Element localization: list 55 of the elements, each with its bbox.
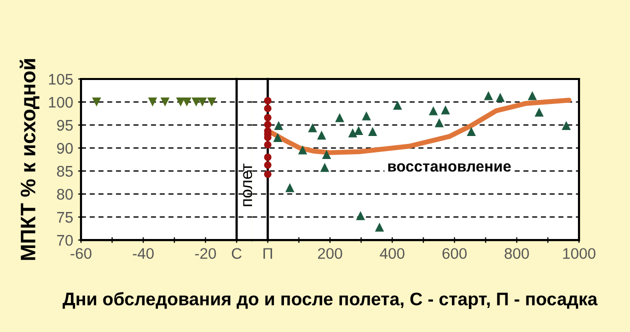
point	[466, 126, 476, 136]
point	[440, 105, 450, 114]
x-tick-label: С	[232, 248, 242, 259]
point	[264, 104, 272, 112]
x-tick-label: 800	[504, 248, 529, 259]
point	[264, 120, 272, 128]
point	[273, 132, 282, 142]
point	[348, 128, 358, 138]
point	[354, 126, 364, 136]
point	[308, 123, 318, 132]
y-tick-label: 90	[57, 142, 73, 154]
point	[285, 183, 294, 192]
point	[496, 92, 505, 102]
point	[374, 222, 384, 232]
y-tick-label: 85	[57, 166, 73, 177]
y-tick-label: 80	[57, 188, 73, 200]
point	[356, 211, 366, 220]
x-tick-label: 1000	[563, 248, 596, 259]
point	[264, 170, 272, 178]
x-tick-label: -20	[195, 248, 216, 259]
point	[368, 126, 378, 136]
x-axis-title: Дни обследования до и после полета, С - старт, П - посадка	[62, 292, 598, 309]
point	[264, 96, 272, 104]
point	[335, 113, 344, 122]
point	[484, 91, 493, 100]
point	[322, 150, 332, 159]
point	[428, 106, 438, 116]
annotation: восстановление	[388, 163, 511, 172]
point	[264, 161, 272, 169]
point	[274, 120, 284, 130]
point	[528, 91, 537, 100]
x-tick-label: -40	[132, 248, 154, 259]
x-tick-label: 600	[442, 248, 467, 259]
y-tick-label: 105	[49, 74, 73, 85]
point	[264, 154, 272, 161]
y-tick-label: 95	[57, 120, 73, 131]
x-tick-label: 400	[380, 248, 404, 259]
point	[264, 141, 272, 148]
point	[562, 120, 571, 130]
annotation: полет	[243, 164, 252, 206]
point	[362, 111, 371, 120]
x-tick-label: 200	[318, 248, 342, 259]
point	[264, 114, 272, 122]
y-tick-label: 75	[57, 212, 73, 223]
y-tick-label: 100	[49, 96, 73, 108]
point	[434, 118, 444, 128]
point	[534, 108, 544, 117]
y-axis-title: МПКТ % к исходной	[20, 59, 40, 260]
point	[393, 100, 402, 110]
x-tick-label: -60	[70, 248, 92, 259]
point	[317, 130, 326, 140]
x-tick-label: П	[263, 248, 272, 259]
y-tick-label: 70	[57, 234, 73, 246]
point	[320, 162, 330, 172]
point	[298, 145, 308, 154]
